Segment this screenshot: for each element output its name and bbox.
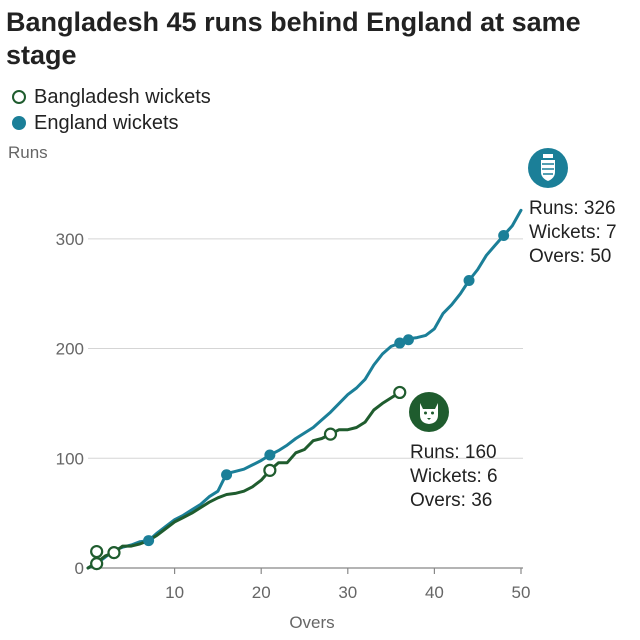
x-tick-label: 20 bbox=[252, 583, 271, 602]
series-lines bbox=[86, 208, 523, 570]
bangladesh-wicket-marker bbox=[323, 427, 338, 441]
england-runs-label: Runs: 326 bbox=[529, 198, 616, 219]
y-axis-label: Runs bbox=[8, 143, 48, 162]
england-wicket-marker bbox=[221, 469, 233, 481]
bangladesh-runs-label: Runs: 160 bbox=[410, 442, 497, 463]
y-tick-label: 200 bbox=[56, 340, 84, 359]
bangladesh-wicket-marker bbox=[90, 544, 104, 559]
y-tick-label: 100 bbox=[56, 449, 84, 468]
y-tick-label: 300 bbox=[56, 230, 84, 249]
england-runs-line bbox=[86, 208, 523, 570]
england-wickets-label: Wickets: 7 bbox=[529, 222, 617, 243]
filled-circle-marker-icon bbox=[12, 116, 26, 130]
y-tick-label: 0 bbox=[75, 559, 84, 578]
england-wicket-marker bbox=[463, 275, 475, 287]
bangladesh-annotation: Runs: 160 Wickets: 6 Overs: 36 bbox=[410, 442, 498, 511]
bangladesh-wicket-marker bbox=[107, 546, 121, 560]
x-axis-label: Overs bbox=[289, 613, 334, 632]
england-wicket-marker bbox=[264, 449, 276, 461]
bangladesh-wicket-marker bbox=[393, 385, 407, 400]
england-wicket-marker bbox=[143, 535, 155, 547]
bangladesh-tiger-icon bbox=[409, 392, 449, 432]
axes: Runs Overs 0 100 200 300 10 20 30 40 50 bbox=[8, 143, 530, 632]
legend-item-bangladesh: Bangladesh wickets bbox=[12, 84, 211, 110]
gridlines bbox=[88, 238, 523, 459]
bangladesh-wickets-label: Wickets: 6 bbox=[410, 466, 498, 487]
hollow-circle-marker-icon bbox=[12, 90, 26, 104]
bangladesh-runs-line bbox=[86, 390, 402, 570]
x-tick-label: 30 bbox=[338, 583, 357, 602]
legend-label-england: England wickets bbox=[34, 111, 179, 134]
legend: Bangladesh wickets England wickets bbox=[12, 84, 211, 136]
chart-title: Bangladesh 45 runs behind England at sam… bbox=[6, 7, 581, 70]
bangladesh-wicket-marker bbox=[263, 463, 277, 477]
wicket-markers bbox=[90, 230, 510, 571]
bangladesh-overs-label: Overs: 36 bbox=[410, 490, 492, 511]
x-tick-label: 10 bbox=[165, 583, 184, 602]
england-wicket-marker bbox=[498, 230, 510, 242]
bangladesh-wicket-marker bbox=[90, 557, 104, 571]
x-tick-label: 50 bbox=[512, 583, 531, 602]
england-overs-label: Overs: 50 bbox=[529, 246, 611, 267]
legend-label-bangladesh: Bangladesh wickets bbox=[34, 85, 211, 108]
england-annotation: Runs: 326 Wickets: 7 Overs: 50 bbox=[529, 198, 617, 267]
legend-item-england: England wickets bbox=[12, 110, 211, 136]
england-crest-icon bbox=[528, 148, 568, 188]
x-tick-label: 40 bbox=[425, 583, 444, 602]
england-wicket-marker bbox=[402, 334, 414, 346]
england-wicket-marker bbox=[394, 337, 406, 349]
